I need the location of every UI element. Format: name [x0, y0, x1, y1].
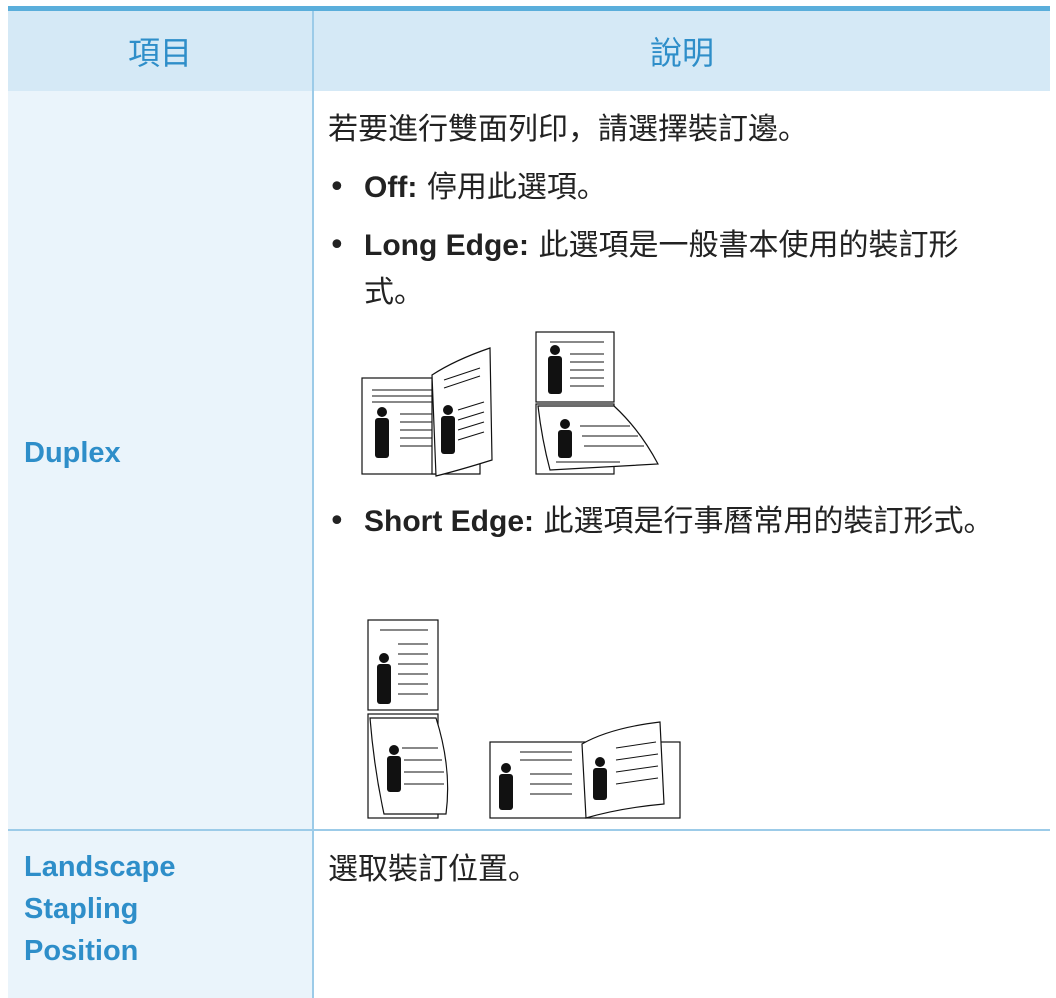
- bullet-item: • Short Edge: 此選項是行事曆常用的裝訂形式。: [328, 504, 994, 539]
- item-text: 停用此選項。: [426, 170, 607, 205]
- bullet-item: • Long Edge: 此選項是一般書本使用的裝訂形式。: [328, 228, 959, 310]
- item-term: Short Edge:: [364, 505, 534, 538]
- item-term: Off:: [364, 171, 418, 204]
- row-label: Landscape Stapling Position: [24, 851, 176, 967]
- item-text: 此選項是行事曆常用的裝訂形式。: [543, 504, 994, 539]
- row-divider: [8, 829, 1050, 831]
- top-rule: [8, 6, 1050, 11]
- bullet-item: • Off: 停用此選項。: [328, 170, 607, 205]
- label-cell: [8, 91, 312, 829]
- long-edge-illustration: [361, 331, 659, 477]
- row-label: Duplex: [24, 437, 121, 469]
- label-cell: [8, 831, 312, 998]
- column-divider: [312, 11, 314, 998]
- row-intro: 選取裝訂位置。: [328, 852, 538, 887]
- header-text: 項目: [127, 34, 192, 72]
- header-cell: 項目: [8, 11, 312, 91]
- item-text: 此選項是一般書本使用的裝訂形式。: [364, 228, 959, 310]
- short-edge-illustration: [367, 619, 681, 819]
- row-intro: 若要進行雙面列印，請選擇裝訂邊。: [328, 112, 808, 147]
- header-text: 說明: [649, 34, 714, 72]
- item-term: Long Edge:: [364, 229, 529, 262]
- header-cell: 說明: [314, 11, 1050, 91]
